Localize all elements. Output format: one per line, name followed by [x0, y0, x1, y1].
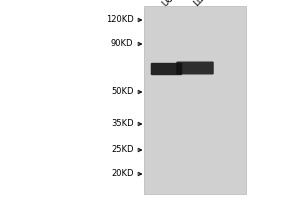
- FancyBboxPatch shape: [176, 62, 214, 74]
- Text: 25KD: 25KD: [111, 146, 134, 154]
- Text: 90KD: 90KD: [111, 40, 134, 48]
- Text: 120KD: 120KD: [106, 16, 134, 24]
- Text: 35KD: 35KD: [111, 119, 134, 129]
- Text: 50KD: 50KD: [111, 88, 134, 97]
- FancyBboxPatch shape: [151, 63, 182, 75]
- Bar: [144, 6, 246, 194]
- Text: U87: U87: [160, 0, 179, 8]
- Text: Lung: Lung: [192, 0, 214, 8]
- Text: 20KD: 20KD: [111, 170, 134, 178]
